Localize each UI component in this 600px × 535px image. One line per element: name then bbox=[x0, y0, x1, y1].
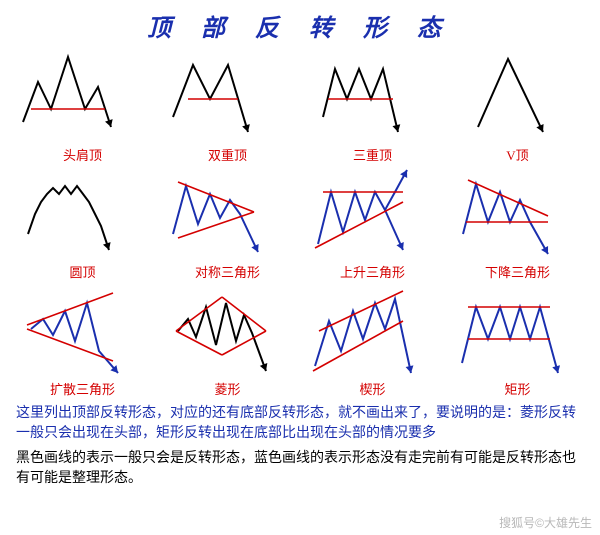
pattern-grid: 头肩顶 双重顶 三重顶 V顶圆顶 对称三角形 上升三角形 下降三角形扩散三角形 菱形 楔形 矩形 bbox=[0, 43, 600, 398]
pattern-cell: 矩形 bbox=[445, 281, 590, 398]
pattern-caption: 对称三角形 bbox=[195, 262, 260, 281]
pattern-cell: 三重顶 bbox=[300, 47, 445, 164]
pattern-svg bbox=[448, 164, 588, 264]
pattern-cell: 楔形 bbox=[300, 281, 445, 398]
pattern-caption: V顶 bbox=[506, 145, 528, 164]
pattern-cell: 菱形 bbox=[155, 281, 300, 398]
pattern-caption: 圆顶 bbox=[69, 262, 95, 281]
pattern-cell: 圆顶 bbox=[10, 164, 155, 281]
pattern-caption: 双重顶 bbox=[208, 145, 247, 164]
pattern-cell: 对称三角形 bbox=[155, 164, 300, 281]
pattern-cell: 扩散三角形 bbox=[10, 281, 155, 398]
pattern-caption: 三重顶 bbox=[353, 145, 392, 164]
pattern-svg bbox=[158, 281, 298, 381]
pattern-svg bbox=[303, 164, 443, 264]
pattern-svg bbox=[303, 281, 443, 381]
pattern-cell: 双重顶 bbox=[155, 47, 300, 164]
pattern-cell: 头肩顶 bbox=[10, 47, 155, 164]
pattern-cell: V顶 bbox=[445, 47, 590, 164]
pattern-svg bbox=[158, 47, 298, 147]
pattern-caption: 头肩顶 bbox=[63, 145, 102, 164]
pattern-svg bbox=[13, 164, 153, 264]
pattern-svg bbox=[13, 281, 153, 381]
pattern-svg bbox=[158, 164, 298, 264]
pattern-caption: 上升三角形 bbox=[340, 262, 405, 281]
pattern-caption: 矩形 bbox=[504, 379, 530, 398]
pattern-svg bbox=[448, 47, 588, 147]
watermark: 搜狐号©大雄先生 bbox=[499, 514, 592, 531]
pattern-caption: 菱形 bbox=[214, 379, 240, 398]
pattern-svg bbox=[448, 281, 588, 381]
pattern-caption: 扩散三角形 bbox=[50, 379, 115, 398]
page-title: 顶 部 反 转 形 态 bbox=[0, 0, 600, 43]
pattern-cell: 下降三角形 bbox=[445, 164, 590, 281]
note-blue: 这里列出顶部反转形态，对应的还有底部反转形态，就不画出来了，要说明的是：菱形反转… bbox=[16, 404, 584, 445]
pattern-cell: 上升三角形 bbox=[300, 164, 445, 281]
pattern-svg bbox=[13, 47, 153, 147]
notes-block: 这里列出顶部反转形态，对应的还有底部反转形态，就不画出来了，要说明的是：菱形反转… bbox=[0, 398, 600, 489]
note-black: 黑色画线的表示一般只会是反转形态，蓝色画线的表示形态没有走完前有可能是反转形态也… bbox=[16, 449, 584, 490]
pattern-caption: 楔形 bbox=[359, 379, 385, 398]
pattern-caption: 下降三角形 bbox=[485, 262, 550, 281]
pattern-svg bbox=[303, 47, 443, 147]
